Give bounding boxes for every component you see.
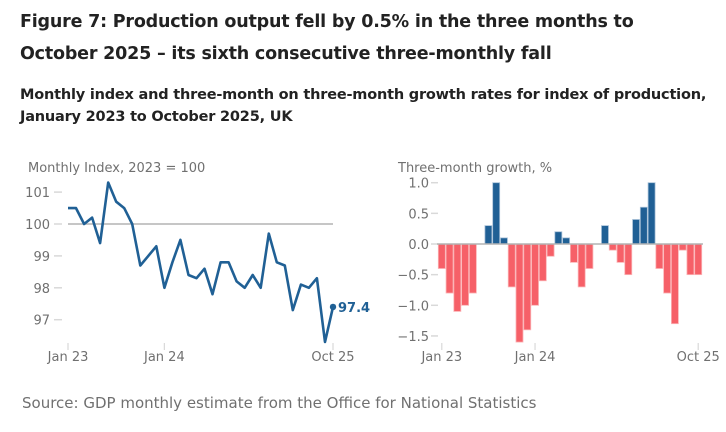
growth-bar	[569, 243, 578, 263]
figure-subtitle: Monthly index and three-month on three-m…	[20, 87, 707, 125]
x-tick-label: Jan 23	[47, 350, 89, 365]
growth-bar	[562, 237, 571, 245]
monthly-index-series-line	[68, 181, 335, 344]
growth-bar	[601, 225, 609, 245]
figure-title: Figure 7: Production output fell by 0.5%…	[20, 12, 634, 64]
growth-bar	[639, 206, 648, 245]
growth-bar	[694, 243, 703, 276]
line-chart-y-axis-title: Monthly Index, 2023 = 100	[28, 161, 205, 176]
growth-bar	[538, 243, 547, 282]
growth-bar	[507, 243, 516, 288]
growth-bar	[577, 243, 586, 288]
y-tick-label: 0.0	[408, 238, 429, 253]
growth-bar	[671, 243, 679, 325]
growth-bar	[484, 225, 493, 245]
growth-bar	[445, 243, 454, 294]
growth-bar	[531, 243, 539, 306]
x-tick-label: Jan 24	[143, 350, 185, 365]
y-tick-label: −0.5	[397, 269, 429, 284]
y-tick-label: −1.0	[397, 299, 429, 314]
growth-bar	[663, 243, 672, 294]
growth-bar	[678, 243, 687, 251]
growth-bar	[616, 243, 625, 263]
x-tick-label: Jan 23	[420, 350, 462, 365]
growth-bar	[515, 243, 524, 343]
growth-bar	[632, 219, 640, 245]
growth-bar	[554, 231, 563, 245]
source-note: Source: GDP monthly estimate from the Of…	[22, 394, 537, 412]
x-tick-label: Oct 25	[311, 350, 354, 365]
last-point-label: 97.4	[338, 301, 370, 316]
growth-bar	[437, 243, 446, 269]
x-tick-label: Jan 24	[514, 350, 556, 365]
bar-chart-y-axis-title: Three-month growth, %	[397, 161, 552, 176]
growth-bar	[500, 237, 508, 245]
growth-bar	[608, 243, 617, 251]
y-tick-label: 0.5	[408, 207, 429, 222]
growth-bar	[523, 243, 532, 331]
growth-bar	[492, 182, 501, 245]
y-tick-label: 1.0	[408, 177, 429, 192]
growth-bar	[585, 243, 594, 269]
y-tick-label: −1.5	[397, 330, 429, 345]
growth-bar	[453, 243, 462, 312]
growth-bar	[647, 182, 656, 245]
growth-bar	[461, 243, 470, 306]
growth-bar	[624, 243, 633, 276]
x-tick-label: Oct 25	[677, 350, 720, 365]
y-tick-label: 101	[25, 186, 50, 201]
y-tick-label: 98	[33, 282, 50, 297]
y-tick-label: 100	[25, 218, 50, 233]
growth-bar	[468, 243, 477, 294]
last-point-marker	[329, 303, 337, 311]
growth-bar	[546, 243, 555, 257]
y-tick-label: 99	[33, 250, 50, 265]
growth-bar	[686, 243, 695, 276]
y-tick-label: 97	[33, 314, 50, 329]
growth-bar	[655, 243, 664, 269]
